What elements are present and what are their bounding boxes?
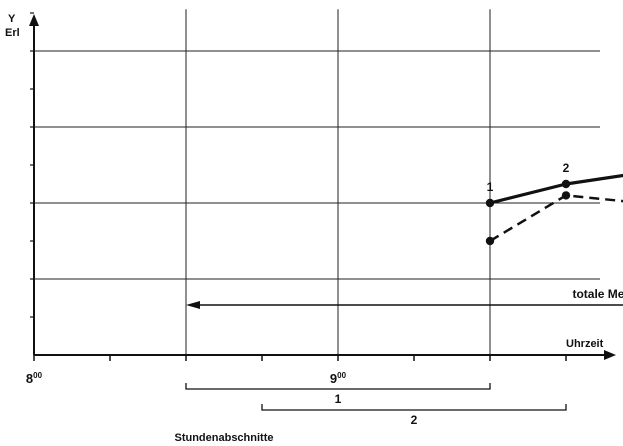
section-bracket-label: 2: [411, 413, 418, 427]
measure-span-arrow-left: [186, 301, 200, 309]
y-axis-unit: Erl: [5, 27, 20, 39]
measure-span-label: totale Messzeit T = 3 Std: [572, 287, 623, 301]
series-line-solid: [489, 173, 623, 205]
brackets-caption: Stundenabschnitte: [174, 432, 273, 444]
annotations: HVS129totale Messzeit T = 3 Std129Stunde…: [174, 161, 623, 444]
data-point-dashed: [561, 191, 571, 200]
measure-span-label-bg: [566, 287, 623, 301]
x-tick-label: 800: [26, 371, 43, 386]
grid: [34, 9, 600, 355]
data-point-solid: [561, 179, 571, 189]
series-layer: [485, 173, 623, 246]
axes: 80090010001100YErlUhrzeit: [5, 12, 616, 386]
x-axis-arrow: [604, 350, 616, 360]
section-bracket: [185, 383, 491, 390]
x-axis-label: Uhrzeit: [566, 338, 604, 350]
series-line-dashed: [489, 194, 623, 243]
data-point-solid: [485, 198, 495, 208]
y-axis-arrow: [29, 14, 39, 26]
point-label: 2: [563, 161, 570, 175]
data-point-dashed: [485, 236, 495, 246]
point-label: 1: [487, 180, 494, 194]
y-axis-label: Y: [8, 13, 16, 25]
x-tick-label: 900: [330, 371, 347, 386]
section-bracket: [261, 404, 567, 411]
section-bracket-label: 1: [335, 392, 342, 406]
